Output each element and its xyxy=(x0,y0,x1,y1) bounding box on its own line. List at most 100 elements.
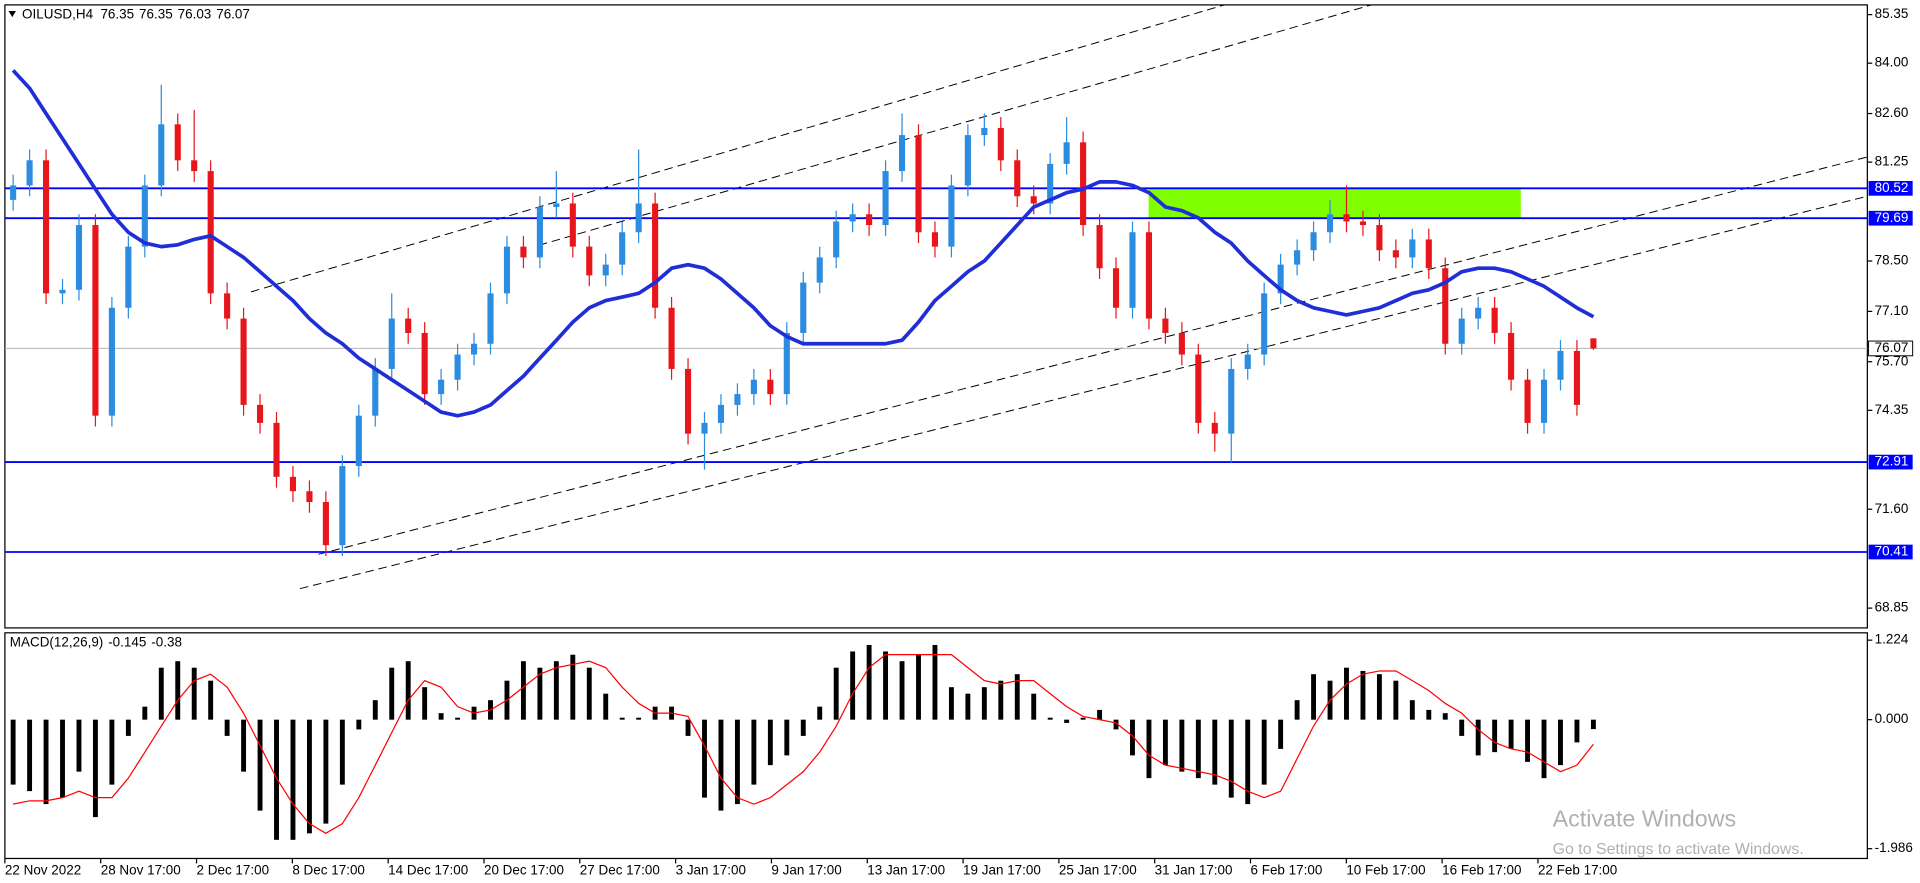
candle-body xyxy=(503,246,511,294)
candle-body xyxy=(1573,350,1581,405)
candle-body xyxy=(684,368,692,434)
high-value: 76.35 xyxy=(139,6,173,21)
current-price-box xyxy=(1868,340,1914,357)
candle-body xyxy=(717,404,725,423)
candle-body xyxy=(75,225,83,290)
candle-body xyxy=(1557,350,1564,380)
macd-bar xyxy=(306,719,312,834)
level-label-box xyxy=(1868,180,1913,196)
candle-body xyxy=(1063,142,1070,164)
candle-body xyxy=(1376,225,1383,251)
macd-bar xyxy=(438,713,444,720)
macd-bar xyxy=(1344,667,1349,720)
y-tick-label: -1.986 xyxy=(1875,840,1913,855)
candle-body xyxy=(816,257,823,283)
x-tick-label: 2 Dec 17:00 xyxy=(197,862,270,877)
candle-body xyxy=(372,368,379,416)
macd-bar xyxy=(76,719,82,772)
y-tick-label: 85.35 xyxy=(1875,6,1909,21)
candle-body xyxy=(1112,268,1120,308)
signal-value: -0.38 xyxy=(151,634,182,649)
x-tick-label: 13 Jan 17:00 xyxy=(867,862,945,877)
candle-body xyxy=(1326,214,1334,233)
candle-body xyxy=(1261,293,1268,355)
candle-body xyxy=(948,185,955,247)
macd-bar xyxy=(718,719,724,811)
macd-bar xyxy=(1492,719,1498,753)
macd-bar xyxy=(224,719,230,736)
macd-bar xyxy=(274,719,279,840)
candle-body xyxy=(240,318,247,405)
candle-body xyxy=(224,293,231,319)
macd-bar xyxy=(932,644,938,720)
candle-body xyxy=(553,203,560,208)
candle-body xyxy=(866,214,873,226)
macd-bar xyxy=(175,661,181,720)
macd-bar xyxy=(899,661,905,720)
x-tick-label: 10 Feb 17:00 xyxy=(1346,862,1425,877)
macd-bar xyxy=(27,719,33,792)
channel-line xyxy=(318,156,1868,555)
candle-body xyxy=(1030,196,1037,204)
y-tick-label: 81.25 xyxy=(1875,154,1909,169)
macd-bar xyxy=(208,680,214,720)
x-tick-label: 22 Nov 2022 xyxy=(5,862,81,877)
y-tick-label: 77.10 xyxy=(1875,303,1909,318)
macd-bar xyxy=(1261,719,1267,785)
current-price-label: 76.07 xyxy=(1875,340,1909,355)
x-tick-label: 19 Jan 17:00 xyxy=(963,862,1041,877)
candle-body xyxy=(1540,379,1548,423)
zone-layer xyxy=(1148,188,1521,219)
macd-header: MACD(12,26,9) -0.145 -0.38 xyxy=(10,634,182,649)
x-tick-label: 3 Jan 17:00 xyxy=(676,862,746,877)
macd-bar xyxy=(1311,674,1317,720)
candle-body xyxy=(1096,225,1103,269)
candle-body xyxy=(108,307,115,416)
candle-body xyxy=(619,232,626,265)
candle-body xyxy=(388,318,395,369)
symbol-header: OILUSD,H4 76.35 76.35 76.03 76.07 xyxy=(22,6,250,21)
macd-bar xyxy=(636,717,642,720)
macd-bar xyxy=(1508,719,1514,749)
y-tick-label: 84.00 xyxy=(1875,55,1909,70)
candle-body xyxy=(158,124,165,186)
candle-body xyxy=(849,214,856,222)
y-tick-label: 74.35 xyxy=(1875,402,1909,417)
candle-body xyxy=(882,171,889,226)
candle-body xyxy=(964,135,971,186)
macd-bar xyxy=(619,717,625,720)
macd-bar xyxy=(60,719,65,798)
candle-body xyxy=(125,246,132,308)
x-tick-label: 6 Feb 17:00 xyxy=(1251,862,1323,877)
candle-body xyxy=(421,332,428,395)
candle-body xyxy=(931,232,939,247)
channel-line xyxy=(250,4,1225,293)
candle-body xyxy=(1392,250,1399,258)
macd-bar xyxy=(323,719,329,824)
macd-bar xyxy=(1130,719,1135,756)
level-label-box xyxy=(1868,454,1913,470)
macd-bar xyxy=(1146,719,1152,779)
macd-bar xyxy=(1228,719,1234,798)
macd-bar xyxy=(751,719,757,785)
macd-bar xyxy=(241,719,247,772)
macd-bar xyxy=(586,667,592,720)
candle-body xyxy=(26,160,33,186)
macd-bar xyxy=(520,661,526,720)
watermark-subtitle: Go to Settings to activate Windows. xyxy=(1553,841,1804,858)
macd-bar xyxy=(800,719,806,736)
macd-bar xyxy=(1393,680,1399,720)
candle-body xyxy=(207,171,214,294)
macd-title: MACD(12,26,9) xyxy=(10,634,104,649)
candle-body xyxy=(997,127,1004,161)
macd-bar xyxy=(965,693,971,720)
candle-body xyxy=(1129,232,1136,308)
signal-line xyxy=(12,654,1594,835)
candle-body xyxy=(454,354,461,380)
macd-bar xyxy=(1162,719,1168,766)
candle-body xyxy=(191,160,198,172)
menu-arrow[interactable] xyxy=(8,11,16,18)
candle-body xyxy=(1294,250,1301,265)
